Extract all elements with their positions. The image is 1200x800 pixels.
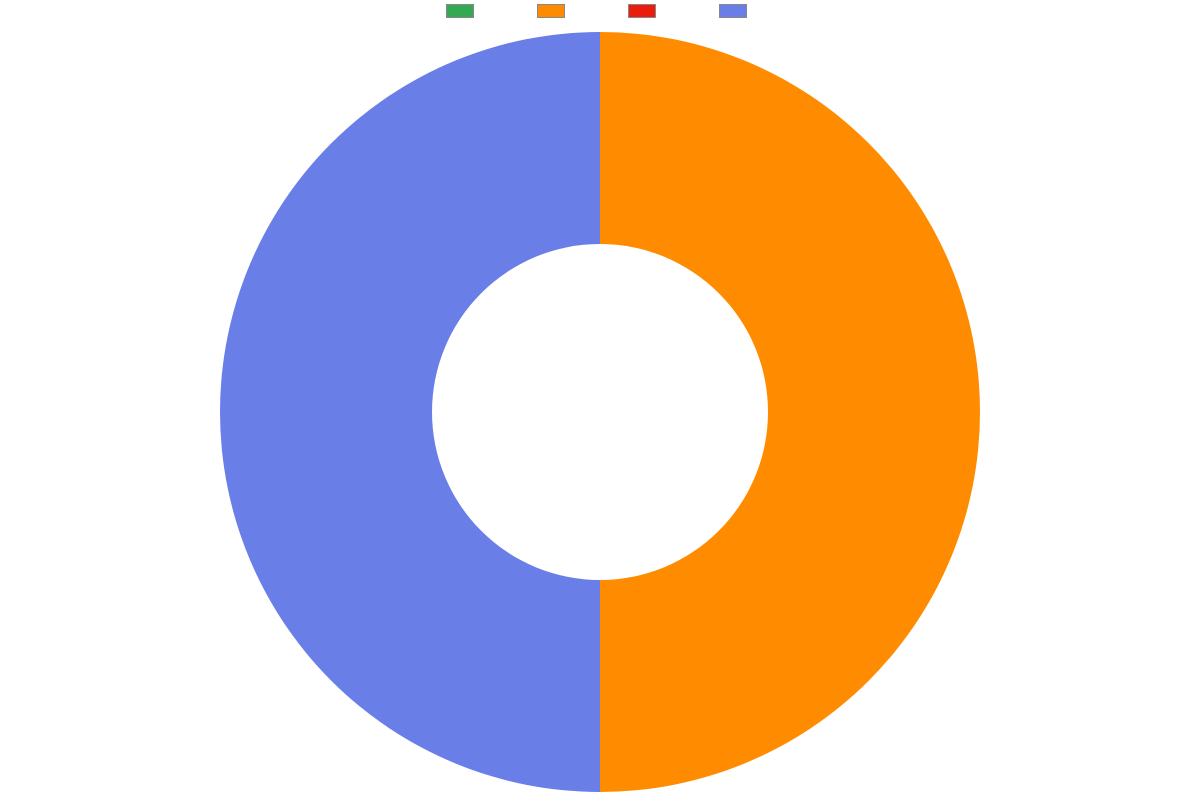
legend-swatch <box>446 4 474 18</box>
donut-chart-area <box>0 24 1200 800</box>
legend-swatch <box>537 4 565 18</box>
legend-label <box>753 4 754 18</box>
legend-swatch <box>628 4 656 18</box>
donut-chart <box>0 24 1200 800</box>
legend-item <box>537 4 572 18</box>
legend-swatch <box>719 4 747 18</box>
legend-label <box>662 4 663 18</box>
chart-legend <box>0 4 1200 18</box>
chart-container <box>0 0 1200 800</box>
legend-label <box>571 4 572 18</box>
legend-label <box>480 4 481 18</box>
legend-item <box>628 4 663 18</box>
donut-hole <box>432 244 768 580</box>
legend-item <box>719 4 754 18</box>
legend-item <box>446 4 481 18</box>
